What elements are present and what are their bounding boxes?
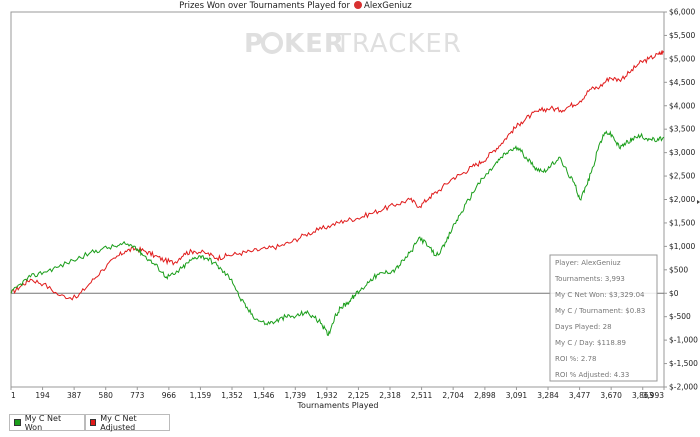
chart-title: Prizes Won over Tournaments Played for	[179, 1, 350, 11]
y-axis: $6,000 $5,500 $5,000 $4,500 $4,000 $3,500 $3,0…	[664, 8, 698, 392]
x-tick-label: 3,284	[537, 391, 559, 400]
x-tick-label: 2,898	[474, 391, 496, 400]
x-tick-label: 1,159	[190, 391, 212, 400]
y-tick-label: $4,500	[669, 78, 695, 87]
y-tick-label: $2,500	[669, 172, 695, 181]
x-tick-label: 2,318	[379, 391, 401, 400]
x-tick-label: 966	[162, 391, 177, 400]
stats-box-frame	[549, 254, 658, 382]
legend-label-net-adjusted: My C Net Adjusted	[100, 413, 137, 432]
watermark-ker: KER	[284, 29, 345, 59]
y-tick-label: $6,000	[669, 8, 695, 17]
x-tick-label: 3,091	[506, 391, 528, 400]
x-tick-label: 1,932	[316, 391, 338, 400]
x-tick-label: 1,546	[253, 391, 275, 400]
y-tick-label: $-2,000	[669, 383, 698, 392]
legend-swatch-net-won	[14, 419, 21, 426]
player-name: AlexGeniuz	[364, 1, 412, 11]
y-tick-label: $-500	[669, 312, 691, 321]
legend-swatch-net-adjusted	[90, 419, 97, 426]
stat-net-won: My C Net Won: $3,329.04	[555, 291, 645, 299]
x-tick-label: 3,477	[569, 391, 591, 400]
x-tick-label: 3,863	[632, 391, 654, 400]
y-tick-label: $1,500	[669, 218, 695, 227]
legend-item-net-adjusted[interactable]: My C Net Adjusted	[85, 413, 170, 432]
x-tick-label: 2,511	[411, 391, 433, 400]
y-tick-label: $2,000	[669, 195, 695, 204]
x-tick-label: 2,125	[348, 391, 370, 400]
watermark-tracker: TRACKER	[334, 29, 462, 59]
x-tick-label: 1,352	[221, 391, 243, 400]
legend-item-net-won[interactable]: My C Net Won	[9, 413, 85, 432]
y-tick-label: $5,000	[669, 54, 695, 63]
watermark: P KER TRACKER	[244, 29, 462, 59]
x-tick-label: 1	[11, 391, 16, 400]
series-line-net-won	[10, 130, 665, 337]
y-tick-label: $500	[669, 265, 688, 274]
stat-roi: ROI %: 2.78	[555, 355, 596, 363]
y-tick-label: $1,000	[669, 242, 695, 251]
y-tick-label: $-1,500	[669, 359, 698, 368]
x-tick-label: 387	[67, 391, 82, 400]
x-tick-label: 1,739	[285, 391, 307, 400]
stats-box: Player: AlexGeniuz Tournaments: 3,993 My…	[549, 254, 658, 382]
y-tick-label: $0	[669, 289, 679, 298]
stat-player: Player: AlexGeniuz	[555, 259, 621, 267]
pokerstars-logo-icon	[354, 1, 362, 9]
y-tick-label: $3,000	[669, 148, 695, 157]
x-tick-label: 3,670	[600, 391, 622, 400]
axis-marker-icon	[697, 200, 700, 204]
x-tick-label: 2,704	[442, 391, 464, 400]
stat-per-day: My C / Day: $118.89	[555, 339, 626, 347]
x-tick-label: 194	[35, 391, 50, 400]
stat-roi-adjusted: ROI % Adjusted: 4.33	[555, 371, 629, 379]
watermark-chip-icon	[261, 32, 283, 54]
y-tick-label: $3,500	[669, 125, 695, 134]
x-tick-label: 580	[99, 391, 114, 400]
x-axis: 1 194 387 580 773 966 1,159 1,352 1,546 1,739 1,93…	[10, 387, 665, 400]
legend-label-net-won: My C Net Won	[24, 413, 62, 432]
stat-tournaments: Tournaments: 3,993	[554, 275, 625, 283]
watermark-p: P	[244, 29, 264, 59]
stat-days-played: Days Played: 28	[555, 323, 612, 331]
y-tick-label: $5,500	[669, 31, 695, 40]
x-axis-title: Tournaments Played	[297, 401, 379, 410]
stat-per-tournament: My C / Tournament: $0.83	[555, 307, 645, 315]
y-tick-label: $-1,000	[669, 336, 698, 345]
y-tick-label: $4,000	[669, 101, 695, 110]
series-line-net-adjusted	[10, 49, 665, 301]
x-tick-label: 773	[130, 391, 145, 400]
x-tick-label: 3,993	[643, 391, 665, 400]
